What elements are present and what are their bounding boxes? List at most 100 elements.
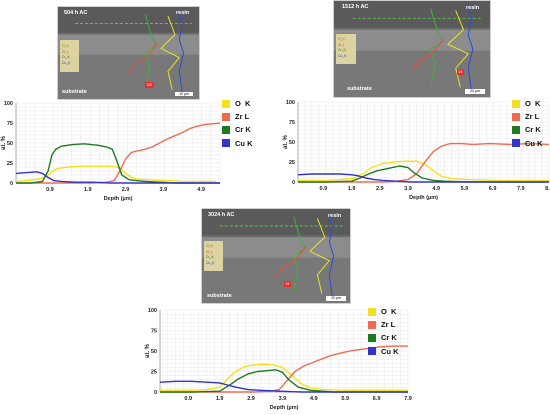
legend-item: Cu K xyxy=(512,137,543,150)
legend-item: Cu K xyxy=(222,137,253,150)
chart-a: 0 25 50 75 100 0.9 1.9 2.9 3.9 4.9 Depth (µm) at. %… xyxy=(0,93,268,206)
sem-profile-trace xyxy=(293,216,307,292)
legend-swatch xyxy=(512,112,520,121)
sem-profile-trace xyxy=(430,8,444,86)
legend-item: O K xyxy=(222,97,253,110)
legend-swatch xyxy=(368,347,376,356)
legend-item: Zr L xyxy=(222,110,253,123)
x-tick-label: 8.9 xyxy=(545,186,550,192)
x-tick-label: 3.9 xyxy=(279,396,287,402)
y-tick-label: 100 xyxy=(148,308,157,314)
x-tick-label: 5.9 xyxy=(341,396,349,402)
sem-micrograph-c xyxy=(202,209,350,303)
sem-profile-trace xyxy=(447,10,470,88)
sem-coating-band xyxy=(58,34,199,55)
x-tick-label: 4.9 xyxy=(197,187,205,193)
sem-profile-trace xyxy=(275,246,307,278)
sem-profile-trace xyxy=(178,11,185,92)
legend-label: Zr L xyxy=(381,320,396,330)
sem-scale-label-c: 20 µm xyxy=(331,296,341,300)
sem-legend-item-b1: Zr_L xyxy=(338,42,345,47)
sem-resin-region xyxy=(202,209,350,236)
sem-profile-trace xyxy=(144,14,158,89)
sem-profile-trace xyxy=(411,39,444,71)
sem-scale-bar-a: 10 µm xyxy=(175,92,193,96)
y-tick-label: 0 xyxy=(292,180,295,186)
legend-label: Zr L xyxy=(235,112,250,122)
legend-swatch xyxy=(512,125,520,134)
legend-swatch xyxy=(368,333,376,342)
gridlines-a xyxy=(15,102,221,184)
x-tick-label: 7.9 xyxy=(517,186,525,192)
sem-condition-c: 3024 h AC xyxy=(208,212,235,218)
sem-condition-b: 1512 h AC xyxy=(342,4,369,10)
legend-label: O K xyxy=(381,307,397,317)
chart-legend-b: O K Zr L Cr K Cu K xyxy=(512,97,543,150)
x-tick-label: 6.9 xyxy=(489,186,497,192)
sem-coating-band xyxy=(334,29,490,51)
chart-plot-c: 0 25 50 75 100 0.9 1.9 2.9 3.9 4.9 5.9 6.9 7.9 Depth … xyxy=(145,308,412,411)
legend-swatch xyxy=(512,99,520,108)
sem-resin-label-a: resin xyxy=(176,10,190,16)
sem-profile-trace xyxy=(160,16,181,90)
sem-legend-item-c3: Cu_K xyxy=(206,260,215,265)
legend-swatch xyxy=(368,320,376,329)
series-line-cu-k xyxy=(15,171,220,184)
legend-item: Cr K xyxy=(222,123,253,136)
legend-swatch xyxy=(368,307,376,316)
chart-plot-b: 0 25 50 75 100 0.9 1.9 2.9 3.9 4.9 5.9 6.9 7.9 8.9 Dep… xyxy=(283,100,550,201)
y-tick-label: 100 xyxy=(286,100,295,106)
legend-label: Cu K xyxy=(381,346,399,356)
legend-label: Cu K xyxy=(235,138,253,148)
y-tick-label: 25 xyxy=(7,161,13,167)
y-axis-title-b: at. % xyxy=(283,134,289,149)
sem-image-a: 504 h AC resin substrate 10 µm O_K Zr_L … xyxy=(57,6,200,100)
sem-scale-bar-c: 20 µm xyxy=(326,296,346,301)
legend-item: Zr L xyxy=(368,318,399,331)
sem-legend-b: O_K Zr_L Cr_K Cu_K xyxy=(336,34,356,64)
x-tick-label: 3.9 xyxy=(160,187,168,193)
y-tick-label: 100 xyxy=(4,101,13,107)
sem-substrate-label-c: substrate xyxy=(207,293,232,299)
sem-legend-item-b0: O_K xyxy=(338,37,345,41)
legend-item: O K xyxy=(368,305,399,318)
sem-legend-item-b2: Cr_K xyxy=(338,48,346,52)
chart-plot-a: 0 25 50 75 100 0.9 1.9 2.9 3.9 4.9 Depth (µm) at. % xyxy=(1,101,221,202)
y-tick-label: 25 xyxy=(289,160,295,166)
chart-legend-c: O K Zr L Cr K Cu K xyxy=(368,305,399,358)
y-axis-title-a: at. % xyxy=(1,135,7,150)
x-tick-label: 1.9 xyxy=(348,186,356,192)
chart-legend-a: O K Zr L Cr K Cu K xyxy=(222,97,253,150)
x-tick-label: 2.9 xyxy=(376,186,384,192)
y-tick-label: 50 xyxy=(289,140,295,146)
x-tick-label: 1.9 xyxy=(84,187,92,193)
sem-micrograph-b xyxy=(334,1,490,97)
series-line-o-k xyxy=(298,160,549,182)
legend-swatch xyxy=(512,139,520,148)
legend-swatch xyxy=(222,99,230,108)
y-tick-label: 75 xyxy=(7,121,13,127)
sem-legend-c: O_K Zr_L Cr_K Cu_K xyxy=(204,241,223,271)
series-line-o-k xyxy=(15,165,217,183)
y-tick-label: 50 xyxy=(7,141,13,147)
sem-micrograph-a xyxy=(58,7,199,99)
legend-label: O K xyxy=(525,99,541,109)
sem-condition-a: 504 h AC xyxy=(64,10,88,16)
chart-c: 0 25 50 75 100 0.9 1.9 2.9 3.9 4.9 5.9 6.9 7.9 Depth … xyxy=(139,300,414,413)
sem-legend-item-b3: Cu_K xyxy=(338,53,347,58)
sem-scale-label-b: 20 µm xyxy=(470,89,480,93)
x-tick-label: 6.9 xyxy=(373,396,381,402)
x-tick-label: 2.9 xyxy=(247,396,255,402)
series-line-zr-l xyxy=(16,122,221,184)
x-axis-title-c: Depth (µm) xyxy=(270,405,299,411)
x-tick-label: 7.9 xyxy=(404,396,412,402)
series-line-cr-k xyxy=(160,369,408,393)
legend-item: Zr L xyxy=(512,110,543,123)
series-line-o-k xyxy=(160,363,408,392)
sem-profile-trace xyxy=(128,43,158,74)
legend-item: Cr K xyxy=(368,331,399,344)
x-tick-label: 0.9 xyxy=(320,186,328,192)
sem-profile-trace xyxy=(467,5,474,90)
y-tick-label: 50 xyxy=(151,349,157,355)
legend-label: Cr K xyxy=(525,125,541,135)
